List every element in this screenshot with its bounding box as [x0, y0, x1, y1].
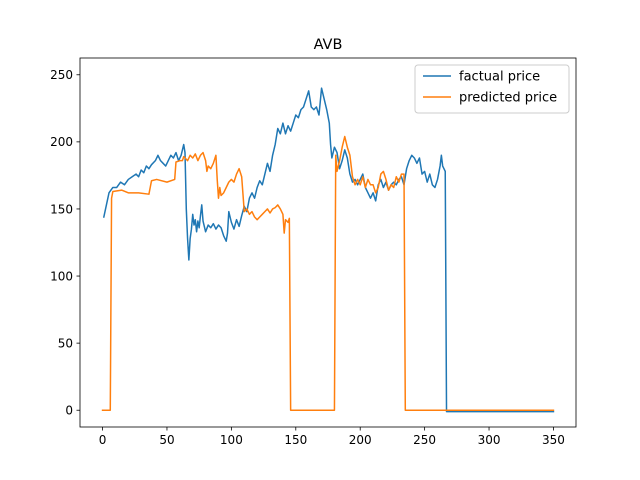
x-tick-label: 250	[413, 433, 436, 447]
x-tick-label: 100	[220, 433, 243, 447]
chart-title: AVB	[314, 37, 343, 53]
legend-label: predicted price	[459, 91, 557, 106]
legend: factual price predicted price	[414, 64, 570, 114]
x-tick-label: 150	[284, 433, 307, 447]
plot-area	[101, 87, 555, 413]
x-tick-label: 300	[478, 433, 501, 447]
axes-frame	[79, 57, 577, 428]
legend-box	[414, 64, 570, 114]
x-tick-label: 0	[99, 433, 107, 447]
y-tick-label: 100	[50, 269, 73, 283]
legend-label: factual price	[459, 70, 540, 85]
x-tick-label: 200	[349, 433, 372, 447]
y-tick-label: 0	[65, 404, 73, 418]
y-tick-label: 200	[50, 135, 73, 149]
series-line-2	[101, 135, 555, 411]
x-tick-label: 50	[159, 433, 174, 447]
axes: 0 50 100 150 200 250 300 350 0 50 100 150 200 250	[50, 57, 577, 447]
y-tick-label: 150	[50, 202, 73, 216]
y-tick-label: 50	[58, 336, 73, 350]
y-tick-label: 250	[50, 68, 73, 82]
x-tick-label: 350	[542, 433, 565, 447]
